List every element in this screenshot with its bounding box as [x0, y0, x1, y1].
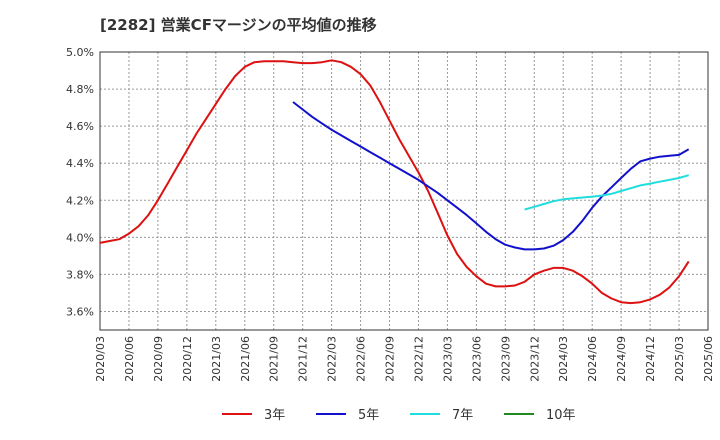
y-tick-label: 4.8%: [66, 83, 94, 96]
x-tick-label: 2023/06: [470, 336, 483, 382]
x-tick-label: 2025/06: [702, 336, 715, 382]
x-tick-label: 2025/03: [673, 336, 686, 382]
x-tick-label: 2023/09: [499, 336, 512, 382]
y-tick-label: 4.0%: [66, 231, 94, 244]
legend-label: 7年: [452, 408, 473, 423]
x-tick-label: 2023/12: [528, 336, 541, 382]
y-tick-label: 4.6%: [66, 120, 94, 133]
x-tick-label: 2020/09: [152, 336, 165, 382]
x-tick-label: 2022/06: [355, 336, 368, 382]
series-line-5年: [292, 101, 690, 251]
x-tick-label: 2020/06: [123, 336, 136, 382]
x-tick-label: 2022/03: [326, 336, 339, 382]
series-line-7年: [524, 174, 689, 211]
x-tick-label: 2024/03: [557, 336, 570, 382]
legend: 3年 5年 7年 10年: [222, 408, 576, 423]
x-tick-label: 2021/06: [239, 336, 252, 382]
x-tick-label: 2024/12: [644, 336, 657, 382]
x-tick-label: 2022/12: [412, 336, 425, 382]
y-tick-label: 4.2%: [66, 194, 94, 207]
y-axis-ticks: 3.6% 3.8% 4.0% 4.2% 4.4% 4.6% 4.8% 5.0%: [66, 46, 94, 318]
x-axis-ticks: 2020/03 2020/06 2020/09 2020/12 2021/03 2021/…: [94, 336, 715, 382]
x-tick-label: 2021/09: [268, 336, 281, 382]
legend-label: 5年: [358, 408, 379, 423]
x-tick-label: 2020/12: [181, 336, 194, 382]
x-tick-label: 2020/03: [94, 336, 107, 382]
x-tick-label: 2021/03: [210, 336, 223, 382]
series-lines: [99, 59, 690, 305]
x-tick-label: 2024/09: [615, 336, 628, 382]
chart-title: [2282] 営業CFマージンの平均値の推移: [100, 16, 377, 34]
x-tick-label: 2024/06: [586, 336, 599, 382]
y-tick-label: 5.0%: [66, 46, 94, 59]
plot-area-border: [99, 51, 709, 331]
x-tick-label: 2023/03: [441, 336, 454, 382]
y-tick-label: 4.4%: [66, 157, 94, 170]
x-tick-label: 2021/12: [297, 336, 310, 382]
grid-lines: [99, 51, 709, 330]
legend-label: 3年: [264, 408, 285, 423]
x-tick-label: 2022/09: [384, 336, 397, 382]
y-tick-label: 3.8%: [66, 268, 94, 281]
series-line-3年: [99, 59, 690, 305]
legend-label: 10年: [546, 408, 576, 423]
y-tick-label: 3.6%: [66, 305, 94, 318]
